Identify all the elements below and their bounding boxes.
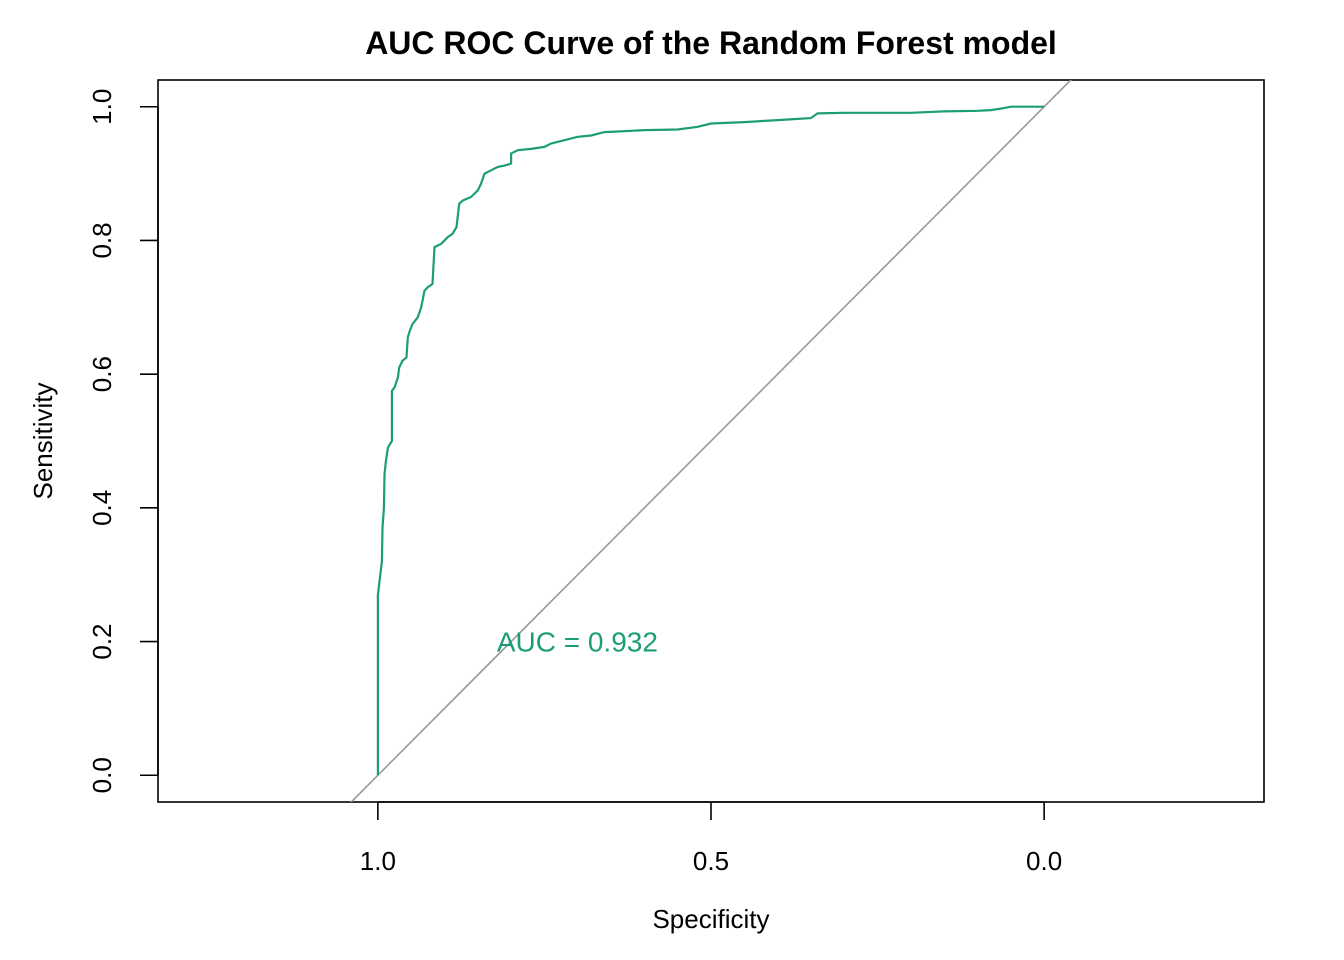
- x-tick-label: 0.5: [693, 846, 729, 876]
- x-axis: 1.0 0.5 0.0: [360, 801, 1062, 876]
- roc-curve-line: [376, 105, 1045, 776]
- y-tick-label: 0.8: [87, 222, 117, 258]
- y-tick-label: 0.4: [87, 490, 117, 526]
- x-axis-label: Specificity: [652, 904, 769, 934]
- auc-annotation: AUC = 0.932: [497, 627, 658, 658]
- diagonal-reference-line: [350, 80, 1072, 802]
- x-tick-label: 0.0: [1026, 846, 1062, 876]
- y-tick-label: 0.0: [87, 757, 117, 793]
- y-tick-label: 1.0: [87, 89, 117, 125]
- y-tick-label: 0.6: [87, 356, 117, 392]
- plot-area: [350, 80, 1072, 802]
- chart-title: AUC ROC Curve of the Random Forest model: [365, 25, 1057, 61]
- y-tick-label: 0.2: [87, 623, 117, 659]
- y-axis: 0.0 0.2 0.4 0.6 0.8 1.0: [87, 89, 159, 793]
- x-tick-label: 1.0: [360, 846, 396, 876]
- y-axis-label: Sensitivity: [28, 382, 58, 499]
